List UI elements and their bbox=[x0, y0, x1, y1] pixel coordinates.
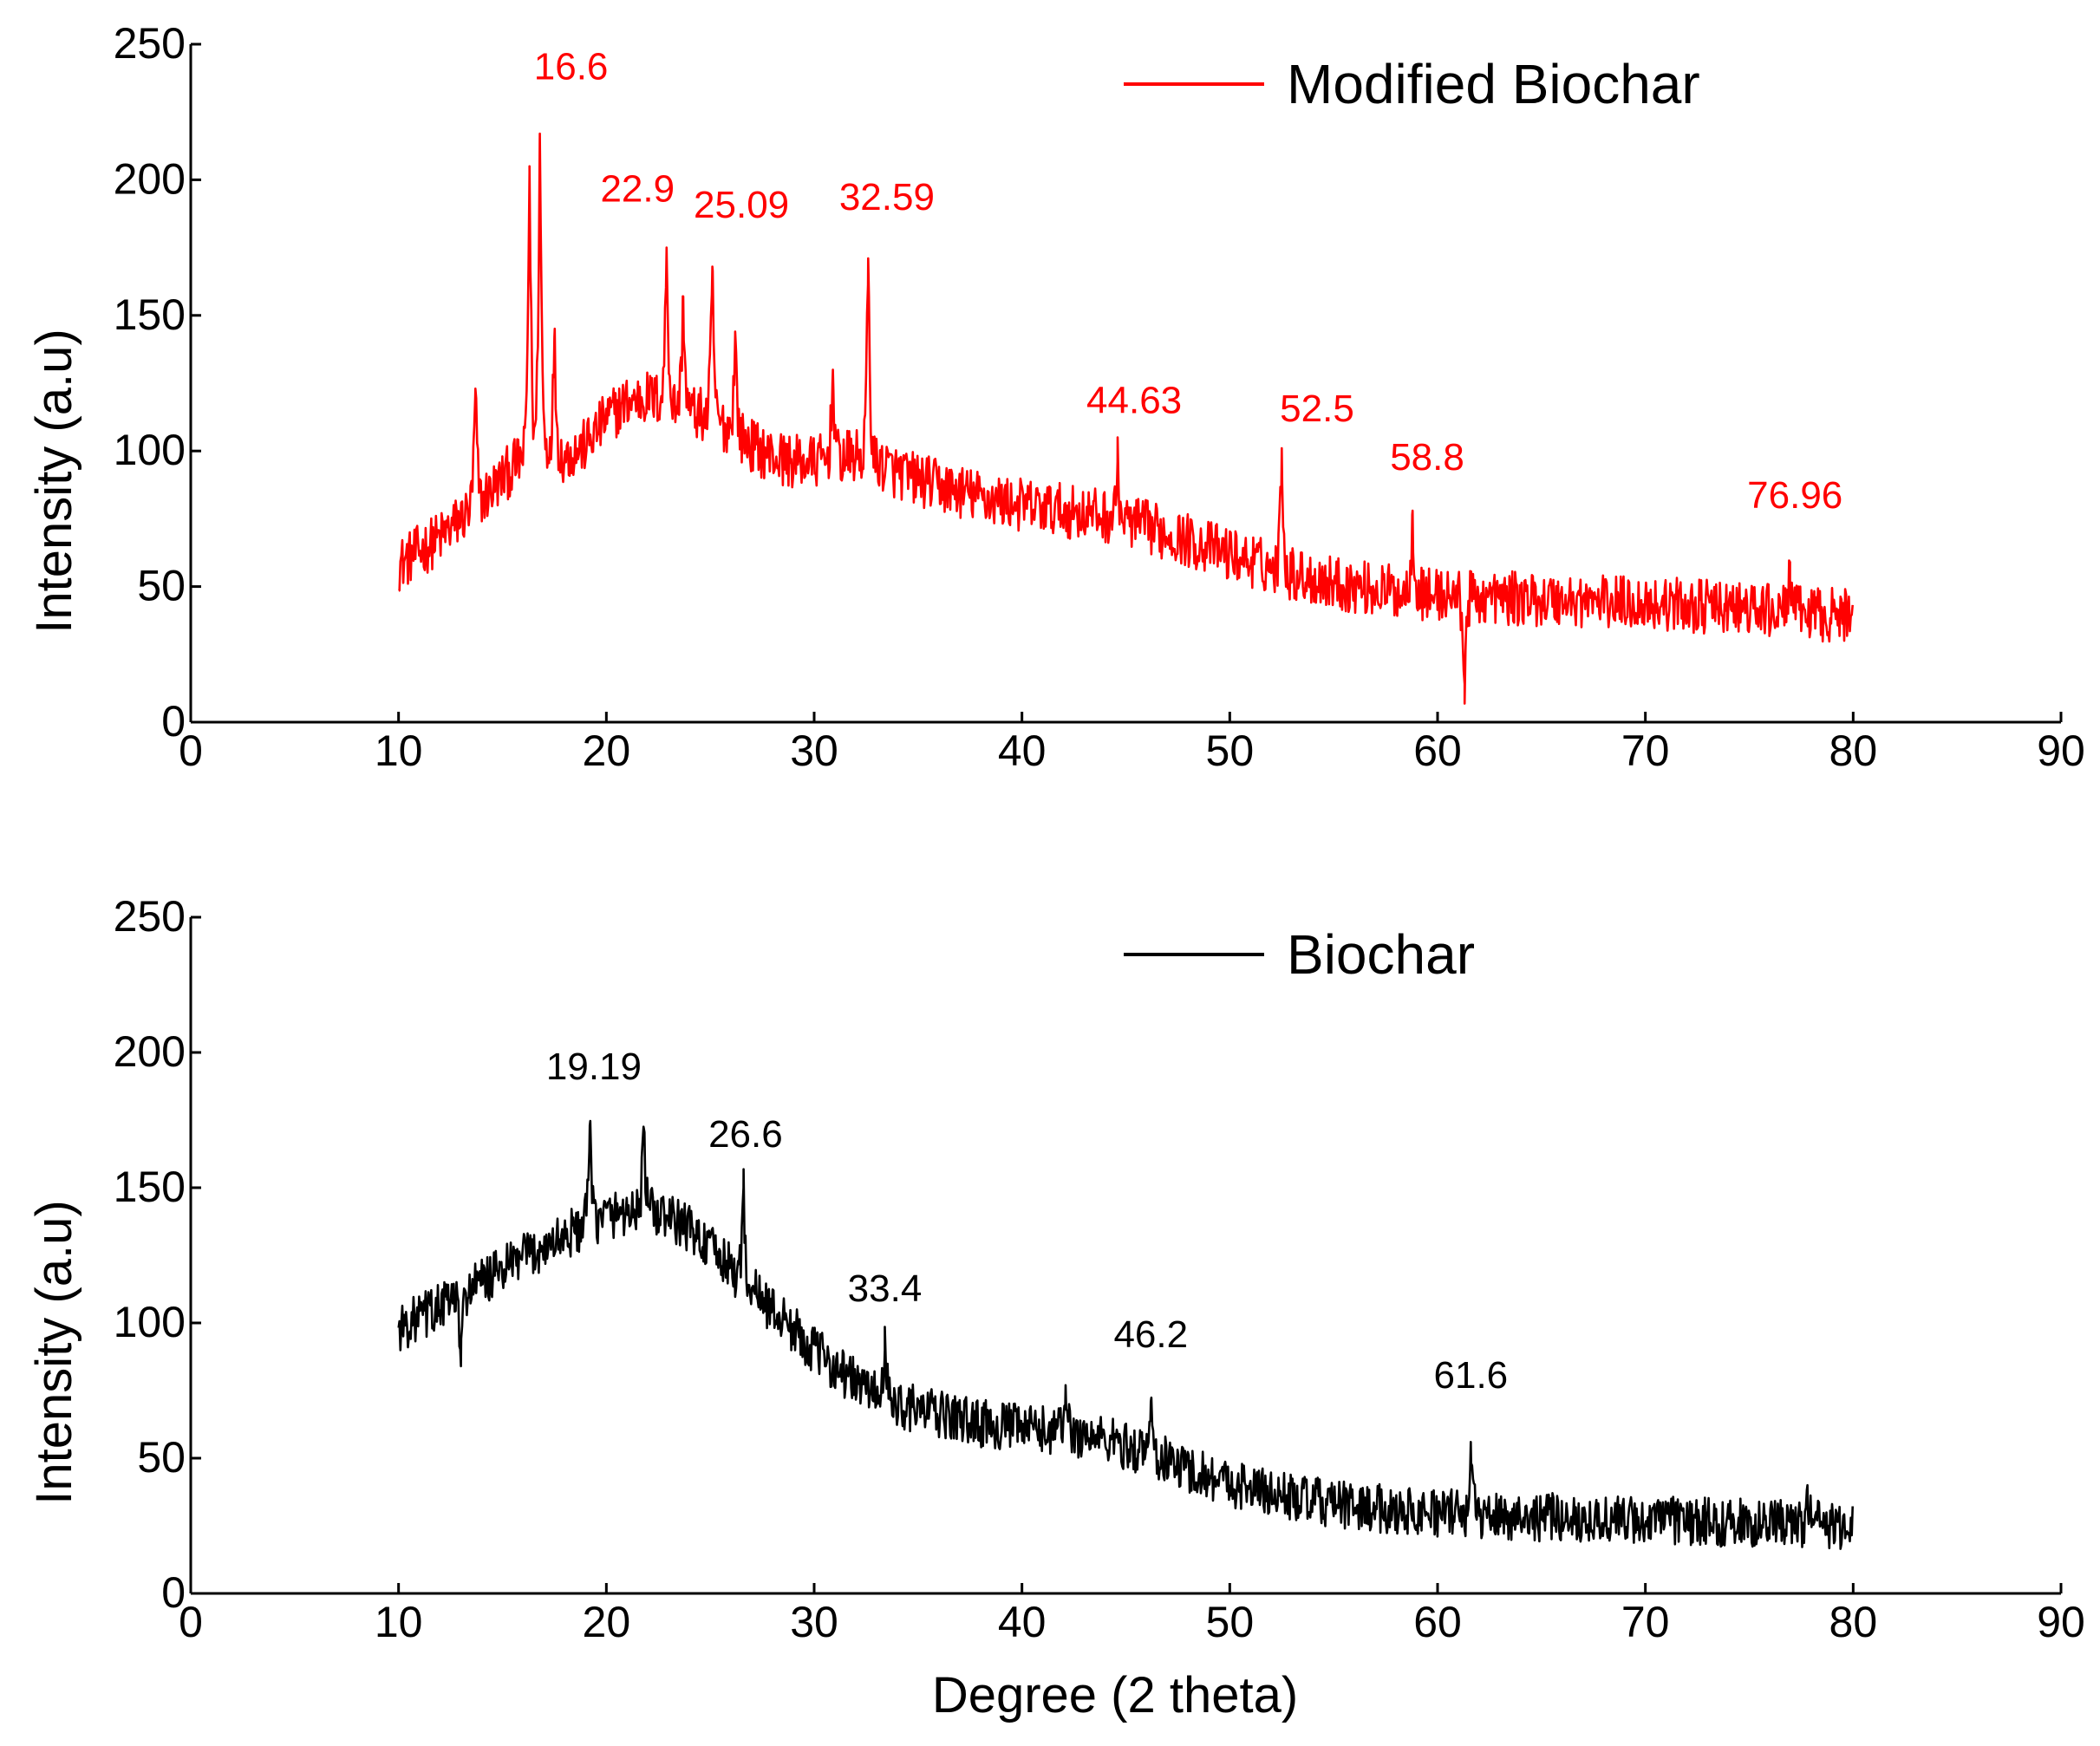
top-y-tick-label: 150 bbox=[114, 290, 186, 339]
bottom-y-tick-label: 200 bbox=[114, 1027, 186, 1076]
modified-biochar-chart: 0 10 20 30 40 50 60 70 80 90 0 50 100 150 200 250 Intens… bbox=[26, 19, 2085, 775]
bottom-x-tick-label: 50 bbox=[1206, 1598, 1255, 1646]
bottom-y-tick-label: 50 bbox=[137, 1433, 186, 1482]
bottom-x-tick-label: 40 bbox=[998, 1598, 1047, 1646]
top-x-tick-label: 50 bbox=[1206, 726, 1255, 775]
bottom-x-tick-label: 20 bbox=[583, 1598, 631, 1646]
bottom-y-tick-label: 0 bbox=[161, 1568, 186, 1617]
top-x-tick-label: 20 bbox=[583, 726, 631, 775]
bottom-x-tick-label: 30 bbox=[790, 1598, 838, 1646]
top-peak-label: 44.63 bbox=[1086, 379, 1182, 421]
bottom-x-tick-label: 80 bbox=[1829, 1598, 1878, 1646]
top-peak-label: 52.5 bbox=[1280, 388, 1354, 430]
top-peak-label: 58.8 bbox=[1390, 436, 1464, 479]
top-x-tick-label: 90 bbox=[2037, 726, 2085, 775]
top-x-tick-label: 0 bbox=[179, 726, 203, 775]
bottom-x-tick-label: 0 bbox=[179, 1598, 203, 1646]
top-peak-label: 76.96 bbox=[1747, 474, 1842, 517]
top-x-tick-label: 30 bbox=[790, 726, 838, 775]
bottom-peak-label: 61.6 bbox=[1434, 1354, 1509, 1397]
top-y-tick-label: 100 bbox=[114, 426, 186, 474]
top-x-tick-label: 60 bbox=[1413, 726, 1462, 775]
bottom-x-tick-label: 60 bbox=[1413, 1598, 1462, 1646]
bottom-peak-label: 33.4 bbox=[848, 1267, 923, 1310]
top-peak-label: 32.59 bbox=[839, 176, 935, 218]
x-axis-title: Degree (2 theta) bbox=[932, 1667, 1298, 1723]
top-peak-label: 16.6 bbox=[534, 46, 609, 88]
bottom-legend-label: Biochar bbox=[1287, 923, 1475, 986]
bottom-peak-label: 46.2 bbox=[1113, 1313, 1188, 1356]
bottom-x-tick-label: 10 bbox=[375, 1598, 423, 1646]
top-x-tick-label: 70 bbox=[1621, 726, 1670, 775]
top-series-line bbox=[398, 132, 1854, 705]
bottom-y-axis-title: Intensity (a.u) bbox=[26, 1200, 82, 1504]
top-x-tick-label: 40 bbox=[998, 726, 1047, 775]
bottom-x-tick-label: 90 bbox=[2037, 1598, 2085, 1646]
top-peak-label: 22.9 bbox=[600, 167, 675, 210]
top-y-axis-title: Intensity (a.u) bbox=[26, 329, 82, 633]
top-x-tick-label: 10 bbox=[375, 726, 423, 775]
bottom-series-line bbox=[397, 1119, 1854, 1550]
bottom-x-tick-label: 70 bbox=[1621, 1598, 1670, 1646]
biochar-chart: 0 10 20 30 40 50 60 70 80 90 0 50 100 150 200 250 Intens… bbox=[26, 892, 2085, 1646]
bottom-peak-label: 19.19 bbox=[546, 1046, 642, 1088]
bottom-y-tick-label: 150 bbox=[114, 1163, 186, 1211]
bottom-y-tick-label: 250 bbox=[114, 892, 186, 941]
top-y-tick-label: 200 bbox=[114, 154, 186, 203]
top-y-tick-label: 250 bbox=[114, 19, 186, 68]
bottom-y-tick-label: 100 bbox=[114, 1298, 186, 1346]
top-x-tick-label: 80 bbox=[1829, 726, 1878, 775]
top-legend-label: Modified Biochar bbox=[1287, 53, 1700, 115]
top-peak-label: 25.09 bbox=[694, 184, 789, 226]
top-y-tick-label: 0 bbox=[161, 697, 186, 746]
top-y-tick-label: 50 bbox=[137, 562, 186, 610]
bottom-peak-label: 26.6 bbox=[708, 1113, 783, 1156]
